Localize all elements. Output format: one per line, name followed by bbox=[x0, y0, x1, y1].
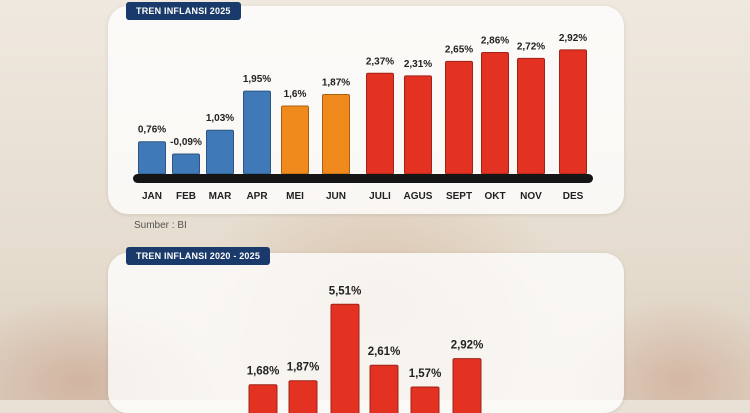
bar-year-5 bbox=[410, 386, 440, 413]
value-label-des: 2,92% bbox=[559, 33, 587, 44]
chart-2025: 0,76% -0,09% 1,03% 1,95% 1,6% 1,87% 2,37% 2,31%… bbox=[133, 33, 593, 202]
x-tick-apr: APR bbox=[246, 191, 268, 202]
value-label-jun: 1,87% bbox=[322, 78, 350, 89]
value-label-year-4: 2,61% bbox=[368, 346, 401, 358]
x-tick-jun: JUN bbox=[326, 191, 346, 202]
chart-2020-2025: 1,68% 1,87% 5,51% 2,61% 1,57% 2,92% bbox=[247, 285, 484, 413]
value-label-feb: -0,09% bbox=[170, 137, 202, 148]
value-label-year-5: 1,57% bbox=[409, 368, 442, 380]
x-tick-feb: FEB bbox=[176, 191, 196, 202]
bar-year-3 bbox=[330, 303, 360, 413]
value-label-agus: 2,31% bbox=[404, 59, 432, 70]
x-tick-sept: SEPT bbox=[446, 191, 472, 202]
x-tick-jan: JAN bbox=[142, 191, 162, 202]
chart-title-2020-2025: TREN INFLANSI 2020 - 2025 bbox=[126, 247, 271, 265]
value-label-nov: 2,72% bbox=[517, 41, 545, 52]
value-label-okt: 2,86% bbox=[481, 35, 509, 46]
value-label-year-1: 1,68% bbox=[247, 366, 280, 378]
value-label-sept: 2,65% bbox=[445, 44, 473, 55]
x-tick-agus: AGUS bbox=[404, 191, 433, 202]
chart-card-2020-2025 bbox=[108, 253, 624, 413]
value-label-mei: 1,6% bbox=[284, 89, 307, 100]
value-label-apr: 1,95% bbox=[243, 74, 271, 85]
x-tick-mei: MEI bbox=[286, 191, 304, 202]
bar-year-6 bbox=[452, 358, 482, 413]
bar-year-1 bbox=[248, 384, 278, 413]
value-label-jan: 0,76% bbox=[138, 125, 166, 136]
x-tick-mar: MAR bbox=[209, 191, 233, 202]
bar-year-2 bbox=[288, 380, 318, 413]
x-axis-baseline bbox=[133, 174, 593, 183]
x-tick-okt: OKT bbox=[484, 191, 505, 202]
value-label-year-6: 2,92% bbox=[451, 340, 484, 352]
value-label-year-3: 5,51% bbox=[329, 285, 362, 297]
chart-title-2025: TREN INFLANSI 2025 bbox=[126, 2, 241, 20]
bar-year-4 bbox=[369, 364, 399, 413]
value-label-juli: 2,37% bbox=[366, 56, 394, 67]
value-label-year-2: 1,87% bbox=[287, 362, 320, 374]
x-tick-des: DES bbox=[563, 191, 584, 202]
x-tick-juli: JULI bbox=[369, 191, 391, 202]
source-note: Sumber : BI bbox=[134, 220, 187, 231]
value-label-mar: 1,03% bbox=[206, 113, 234, 124]
x-tick-nov: NOV bbox=[520, 191, 542, 202]
